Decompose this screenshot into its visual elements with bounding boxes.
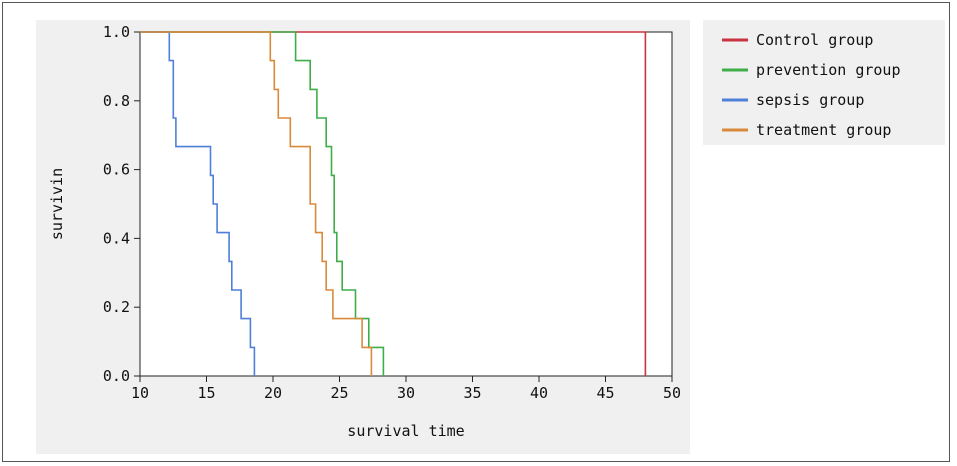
plot-area: [139, 31, 673, 377]
series-group: [140, 31, 647, 376]
sepsis-group-line: [140, 31, 256, 376]
x-tick-label: 45: [596, 384, 614, 402]
prevention-group-legend-label: prevention group: [756, 61, 901, 79]
y-axis-title: survivin: [48, 168, 66, 240]
x-tick-label: 40: [530, 384, 548, 402]
y-tick-label: 0.8: [103, 92, 130, 110]
y-tick-label: 0.6: [103, 161, 130, 179]
sepsis-group-legend-label: sepsis group: [756, 91, 864, 109]
x-tick-label: 25: [330, 384, 348, 402]
x-tick-label: 50: [663, 384, 681, 402]
treatment-group-line: [140, 31, 373, 376]
y-tick-label: 0.4: [103, 229, 130, 247]
treatment-group-legend-label: treatment group: [756, 121, 891, 139]
y-tick-label: 0.0: [103, 367, 130, 385]
x-tick-label: 35: [463, 384, 481, 402]
axes-group: 10 15 20 25 30 35 40 45 50 0.0 0.2 0.4 0.6 0.8 1.0: [103, 23, 681, 402]
control-group-line: [140, 31, 647, 376]
x-tick-label: 15: [197, 384, 215, 402]
x-tick-label: 10: [131, 384, 149, 402]
legend: Control group prevention group sepsis grou…: [722, 31, 901, 139]
x-tick-label: 20: [264, 384, 282, 402]
y-tick-label: 0.2: [103, 298, 130, 316]
y-tick-label: 1.0: [103, 23, 130, 41]
x-tick-label: 30: [397, 384, 415, 402]
control-group-legend-label: Control group: [756, 31, 873, 49]
x-axis-title: survival time: [347, 422, 464, 440]
